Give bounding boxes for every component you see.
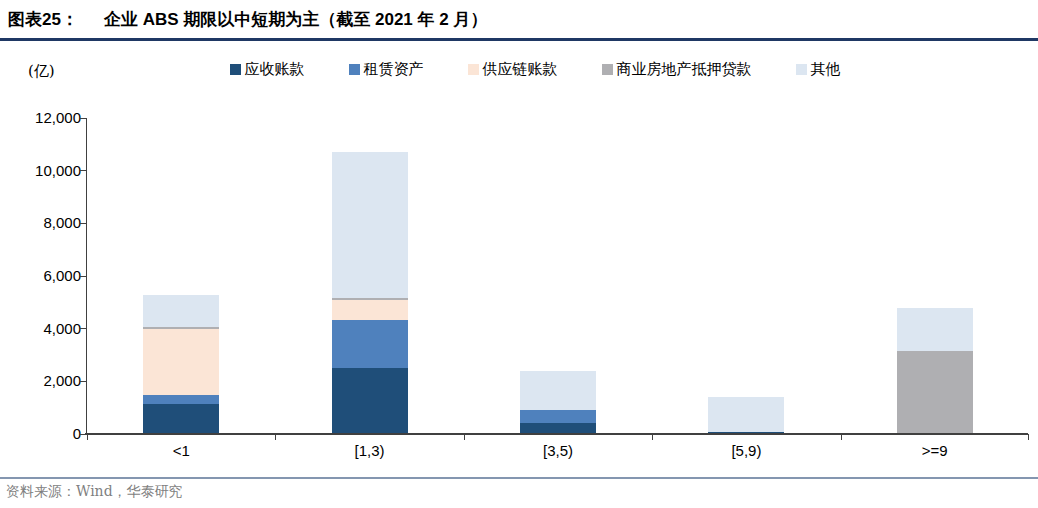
stacked-bar-[5,9) xyxy=(708,397,784,434)
y-tick-label: 2,000 xyxy=(11,372,81,389)
y-tick-label: 4,000 xyxy=(11,320,81,337)
x-tick-label: <1 xyxy=(87,442,275,459)
bar-segment xyxy=(332,320,408,368)
footer-divider xyxy=(0,477,1038,479)
y-tick-label: 6,000 xyxy=(11,267,81,284)
y-tick-mark xyxy=(80,118,86,119)
y-tick-label: 0 xyxy=(11,425,81,442)
y-tick-mark xyxy=(80,381,86,382)
bar-segment xyxy=(143,329,219,395)
stacked-bar-[3,5) xyxy=(520,371,596,434)
bar-segment xyxy=(520,371,596,411)
stacked-bar-<1 xyxy=(143,295,219,434)
y-tick-mark xyxy=(80,170,86,171)
bar-segment xyxy=(520,410,596,423)
y-tick-mark xyxy=(80,328,86,329)
x-tick-label: [3,5) xyxy=(464,442,652,459)
bar-segment xyxy=(332,152,408,298)
stacked-bar->=9 xyxy=(897,308,973,434)
stacked-bar-[1,3) xyxy=(332,152,408,434)
bar-segment xyxy=(332,368,408,434)
bar-segment xyxy=(143,295,219,327)
bar-segment xyxy=(332,300,408,320)
bar-segment xyxy=(897,308,973,351)
y-tick-label: 8,000 xyxy=(11,214,81,231)
y-tick-mark xyxy=(80,276,86,277)
x-axis-line xyxy=(85,433,1028,435)
plot-area: 02,0004,0006,0008,00010,00012,000<1[1,3)… xyxy=(86,118,1029,434)
y-tick-label: 12,000 xyxy=(11,109,81,126)
bar-segment xyxy=(708,397,784,432)
bar-segment xyxy=(143,404,219,434)
x-tick-label: [1,3) xyxy=(275,442,463,459)
bar-segment xyxy=(897,351,973,434)
plot-wrapper: 0 2,000 4,000 6,000 8,000 10,000 12,000 <1[1,3)… xyxy=(0,0,1038,508)
y-tick-mark xyxy=(80,223,86,224)
x-tick-mark xyxy=(1028,434,1029,440)
report-chart-page: 图表25：企业 ABS 期限以中短期为主（截至 2021 年 2 月） (亿) … xyxy=(0,0,1038,508)
x-tick-label: [5,9) xyxy=(652,442,840,459)
y-tick-label: 10,000 xyxy=(11,162,81,179)
bar-segment xyxy=(143,395,219,404)
source-note: 资料来源：Wind，华泰研究 xyxy=(6,483,183,501)
x-tick-label: >=9 xyxy=(841,442,1029,459)
